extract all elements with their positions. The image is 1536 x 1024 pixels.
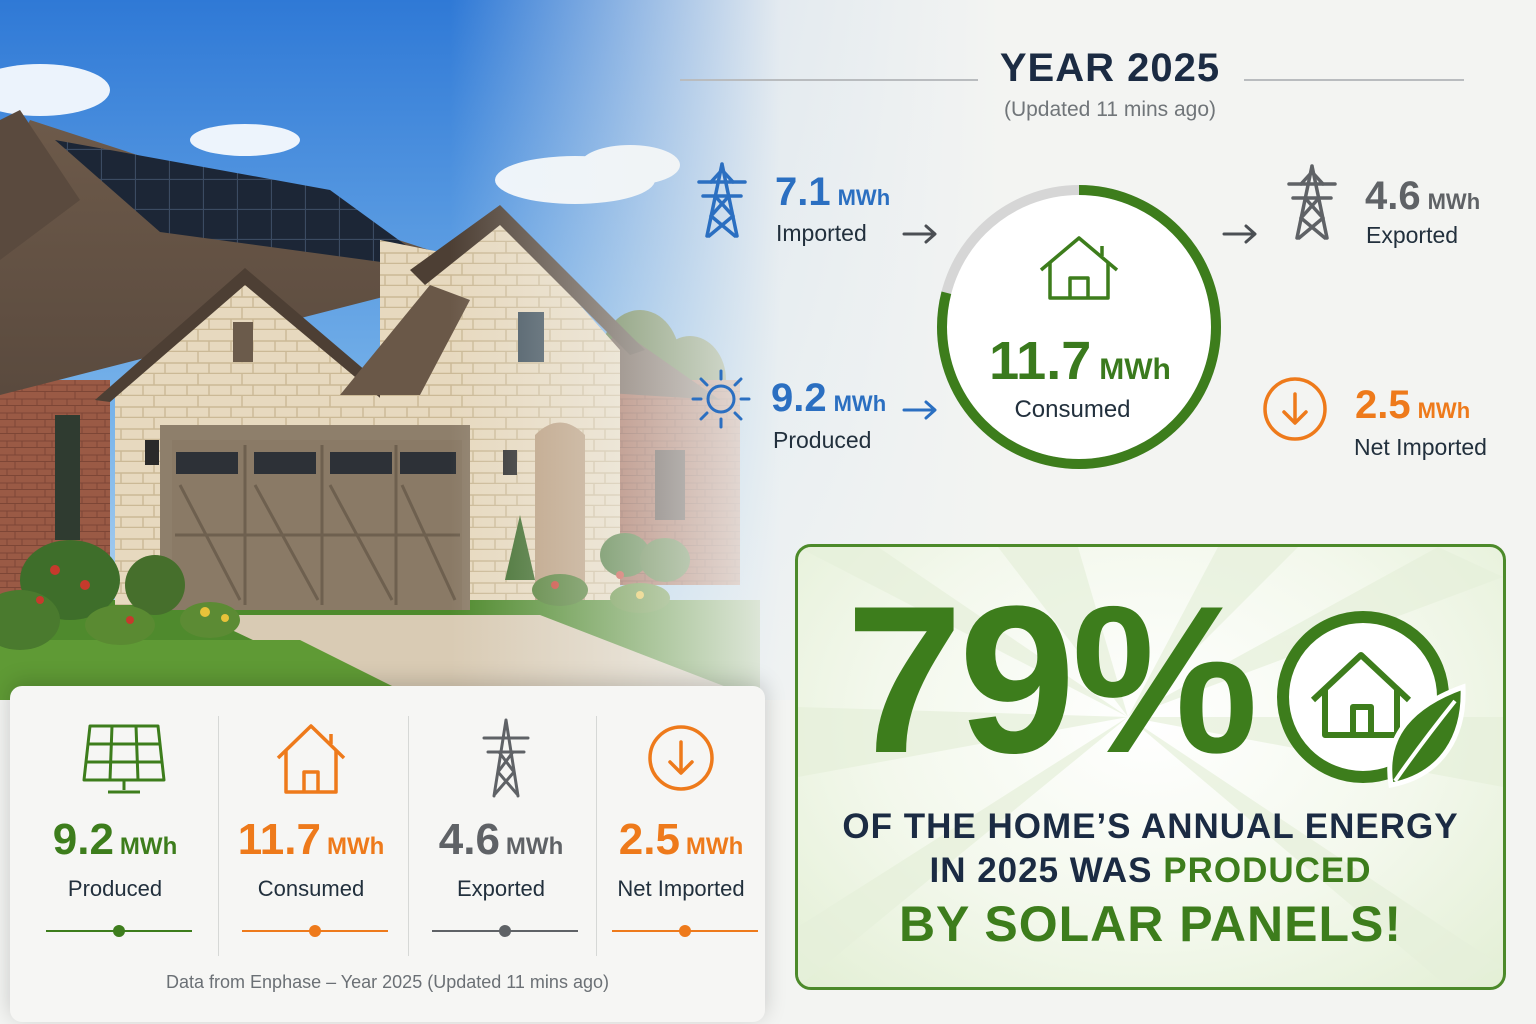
message-line-3: BY SOLAR PANELS! [898, 896, 1403, 952]
transmission-tower-icon [482, 718, 530, 798]
net-imported-value: 2.5 MWh [1355, 383, 1471, 427]
summary-net-imported-label: Net Imported [617, 876, 745, 901]
consumption-ring [937, 185, 1221, 469]
arrow-right-icon [902, 400, 937, 420]
house-icon [1039, 236, 1119, 300]
solar-percentage: 79% [846, 562, 1258, 797]
produced-label: Produced [773, 427, 872, 453]
summary-net-imported: 2.5 MWh Net Imported [586, 686, 776, 956]
transmission-tower-icon [697, 162, 747, 238]
summary-exported: 4.6 MWh Exported [406, 686, 596, 956]
summary-exported-label: Exported [456, 876, 546, 901]
exported-dot [499, 925, 511, 937]
consumed-dot [309, 925, 321, 937]
produced-value: 9.2 MWh [771, 376, 887, 420]
net-imported-dot [679, 925, 691, 937]
column-divider [596, 716, 597, 956]
data-source-footnote: Data from Enphase – Year 2025 (Updated 1… [166, 972, 609, 992]
net-imported-label: Net Imported [1354, 434, 1487, 460]
exported-value: 4.6 MWh [1365, 174, 1481, 218]
summary-produced: 9.2 MWh Produced [20, 686, 210, 956]
summary-consumed-value: 11.7 MWh [237, 815, 385, 864]
imported-label: Imported [776, 220, 867, 246]
arrow-right-icon [1222, 224, 1257, 244]
solar-share-card: 79% OF THE HOME’S ANNUAL ENERGY IN 2025 … [795, 544, 1506, 990]
year-title: YEAR 2025 [999, 46, 1221, 90]
exported-label: Exported [1366, 222, 1459, 248]
imported-value: 7.1 MWh [775, 170, 891, 214]
updated-text: (Updated 11 mins ago) [1003, 98, 1217, 121]
sun-icon [691, 369, 751, 429]
eco-house-leaf-icon [1277, 611, 1466, 788]
message-line-2: IN 2025 WAS PRODUCED [929, 851, 1372, 890]
message-line-1: OF THE HOME’S ANNUAL ENERGY [842, 807, 1459, 846]
header-rule-left [680, 79, 978, 81]
arrow-down-circle-icon [648, 725, 714, 791]
solar-panel-icon [82, 724, 166, 794]
summary-consumed: 11.7 MWh Consumed [216, 686, 406, 956]
summary-produced-value: 9.2 MWh [52, 815, 178, 864]
summary-panel: 9.2 MWh Produced 11.7 MWh Consumed [10, 686, 765, 1022]
summary-produced-label: Produced [67, 876, 163, 901]
arrow-down-circle-icon [1263, 377, 1327, 441]
transmission-tower-icon [1287, 164, 1337, 240]
produced-dot [113, 925, 125, 937]
consumed-label: Consumed [1014, 396, 1131, 423]
summary-net-imported-value: 2.5 MWh [618, 815, 744, 864]
column-divider [218, 716, 219, 956]
arrow-right-icon [902, 224, 937, 244]
summary-consumed-label: Consumed [257, 876, 365, 901]
house-icon [276, 724, 346, 794]
summary-exported-value: 4.6 MWh [438, 815, 564, 864]
column-divider [408, 716, 409, 956]
header-rule-right [1244, 79, 1464, 81]
consumed-value: 11.7 MWh [989, 331, 1171, 391]
